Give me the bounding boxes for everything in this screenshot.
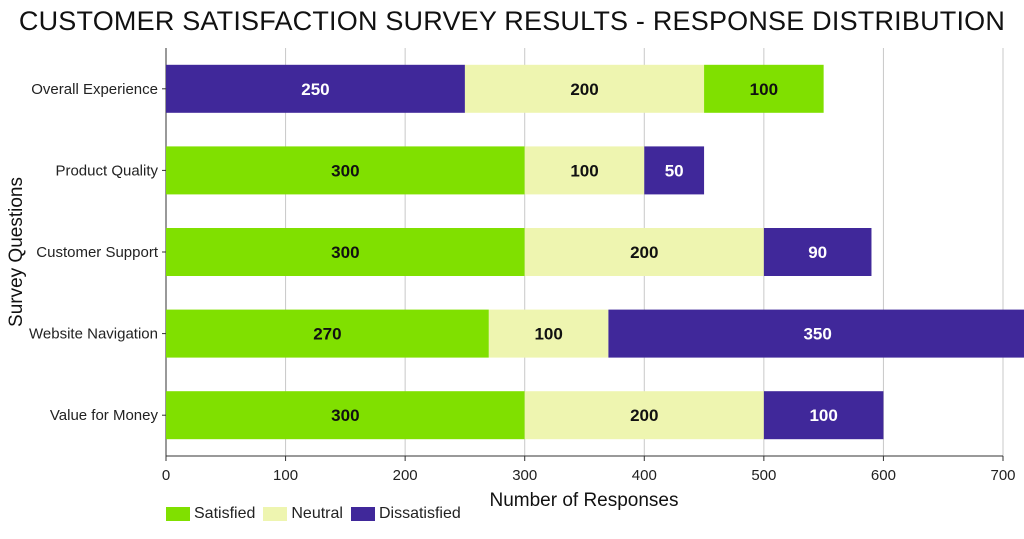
y-tick-label: Product Quality — [55, 162, 158, 179]
bar-segment-satisfied — [704, 64, 824, 113]
legend: Satisfied Neutral Dissatisfied — [166, 505, 469, 523]
data-label: 250 — [301, 80, 329, 99]
legend-item-satisfied: Satisfied — [166, 505, 255, 523]
data-label: 100 — [750, 80, 778, 99]
x-tick-label: 500 — [751, 467, 776, 484]
y-tick-label: Website Navigation — [29, 326, 158, 343]
x-tick-label: 200 — [393, 467, 418, 484]
bar-segment-satisfied — [166, 146, 525, 195]
data-label: 270 — [313, 325, 341, 344]
data-label: 100 — [809, 406, 837, 425]
bar-segment-neutral — [524, 228, 764, 276]
bar-segment-satisfied — [166, 228, 525, 276]
bar-segment-neutral — [524, 146, 645, 195]
data-label: 50 — [665, 161, 684, 180]
x-axis-title: Number of Responses — [489, 490, 678, 511]
chart-title: CUSTOMER SATISFACTION SURVEY RESULTS - R… — [18, 6, 1006, 36]
legend-swatch — [166, 507, 190, 521]
data-label: 350 — [803, 325, 831, 344]
legend-label: Neutral — [291, 505, 343, 522]
bar-segment-neutral — [488, 309, 609, 358]
data-label: 200 — [570, 80, 598, 99]
y-axis-title: Survey Questions — [6, 177, 27, 327]
x-tick-label: 400 — [632, 467, 657, 484]
legend-label: Dissatisfied — [378, 505, 461, 522]
data-label: 100 — [534, 325, 562, 344]
bar-segment-dissatisfied — [644, 146, 705, 195]
bar-segment-neutral — [524, 391, 764, 440]
data-label: 200 — [630, 243, 658, 262]
data-label: 100 — [570, 161, 598, 180]
legend-item-neutral: Neutral — [263, 505, 343, 523]
bar-segment-satisfied — [166, 309, 489, 358]
bar-segment-dissatisfied — [608, 309, 1024, 358]
y-tick-label: Customer Support — [36, 244, 159, 261]
x-tick-label: 0 — [162, 467, 170, 484]
data-label: 300 — [331, 161, 359, 180]
legend-item-dissatisfied: Dissatisfied — [350, 505, 461, 523]
x-tick-label: 700 — [990, 467, 1015, 484]
x-tick-label: 300 — [512, 467, 537, 484]
data-label: 300 — [331, 243, 359, 262]
legend-label: Satisfied — [194, 505, 256, 522]
legend-swatch — [350, 507, 375, 521]
data-label: 200 — [630, 406, 658, 425]
y-tick-label: Overall Experience — [31, 81, 158, 98]
bar-segment-dissatisfied — [763, 391, 884, 440]
bar-segment-dissatisfied — [763, 228, 872, 276]
data-label: 90 — [808, 243, 827, 262]
x-tick-label: 600 — [871, 467, 896, 484]
x-tick-label: 100 — [273, 467, 298, 484]
bar-segment-neutral — [464, 64, 705, 113]
legend-swatch — [263, 507, 288, 521]
bar-segment-satisfied — [166, 391, 525, 440]
bar-segment-dissatisfied — [166, 64, 465, 113]
y-tick-label: Value for Money — [50, 407, 159, 424]
data-label: 300 — [331, 406, 359, 425]
